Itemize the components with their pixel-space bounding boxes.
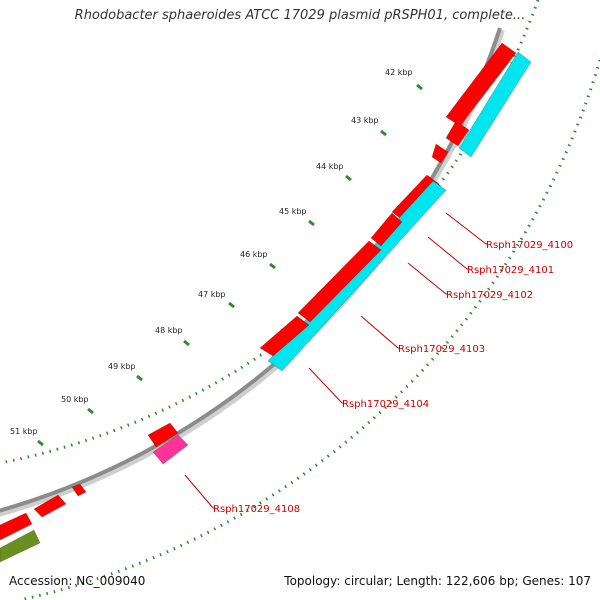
gene-labels: Rsph17029_4100 Rsph17029_4101 Rsph17029_…: [213, 240, 573, 515]
scale-label-48kbp: 48 kbp: [155, 326, 183, 335]
scale-ticks: [37, 83, 423, 447]
gene-label-4101: Rsph17029_4101: [467, 265, 554, 276]
accession-text: Accession: NC_009040: [9, 574, 146, 588]
scale-tick: [136, 374, 143, 382]
gene-arrow-forward: [259, 315, 310, 357]
topology-summary: Topology: circular; Length: 122,606 bp; …: [284, 574, 591, 588]
gene-box-pink: [152, 434, 189, 465]
scale-tick: [269, 262, 276, 270]
scale-tick: [345, 174, 352, 182]
gene-arrow-forward: [33, 494, 67, 518]
scale-label-47kbp: 47 kbp: [198, 290, 226, 299]
scale-tick: [87, 407, 94, 415]
scale-label-43kbp: 43 kbp: [351, 116, 379, 125]
gene-arrow-forward: [71, 483, 87, 497]
gene-label-4102: Rsph17029_4102: [446, 290, 533, 301]
gene-track: [0, 42, 532, 563]
scale-labels: 42 kbp 43 kbp 44 kbp 45 kbp 46 kbp 47 kb…: [10, 68, 413, 436]
leader-line: [360, 315, 400, 349]
gene-arrow-forward: [297, 240, 382, 323]
gene-arrow-forward: [370, 212, 403, 247]
scale-tick: [183, 339, 190, 347]
gene-label-4104: Rsph17029_4104: [342, 399, 429, 410]
gene-arrow-forward: [431, 143, 449, 164]
gene-box-olive: [0, 529, 41, 563]
gene-arrow-forward: [445, 120, 470, 147]
scale-tick: [37, 439, 44, 447]
scale-tick: [308, 219, 315, 227]
scale-label-46kbp: 46 kbp: [240, 250, 268, 259]
scale-tick: [416, 83, 423, 91]
scale-label-45kbp: 45 kbp: [279, 207, 307, 216]
gene-box-reverse: [458, 51, 532, 158]
backbone-shadow: [0, 29, 505, 517]
scale-label-50kbp: 50 kbp: [61, 395, 89, 404]
gene-label-4100: Rsph17029_4100: [486, 240, 573, 251]
scale-tick: [380, 129, 387, 137]
leader-line: [445, 212, 488, 245]
scale-label-51kbp: 51 kbp: [10, 427, 38, 436]
scale-label-42kbp: 42 kbp: [385, 68, 413, 77]
leader-line: [427, 236, 469, 270]
scale-label-49kbp: 49 kbp: [108, 362, 136, 371]
leader-line: [308, 367, 344, 404]
label-leaders: [184, 212, 488, 509]
scale-label-44kbp: 44 kbp: [316, 162, 344, 171]
scale-tick: [228, 301, 235, 309]
gene-label-4108: Rsph17029_4108: [213, 504, 300, 515]
map-title: Rhodobacter sphaeroides ATCC 17029 plasm…: [74, 8, 526, 23]
gene-arrow-forward: [147, 422, 179, 448]
gene-label-4103: Rsph17029_4103: [398, 344, 485, 355]
leader-line: [407, 262, 448, 295]
gene-arrow-forward: [0, 512, 33, 541]
leader-line: [184, 474, 215, 509]
backbone-circle: [0, 27, 502, 513]
